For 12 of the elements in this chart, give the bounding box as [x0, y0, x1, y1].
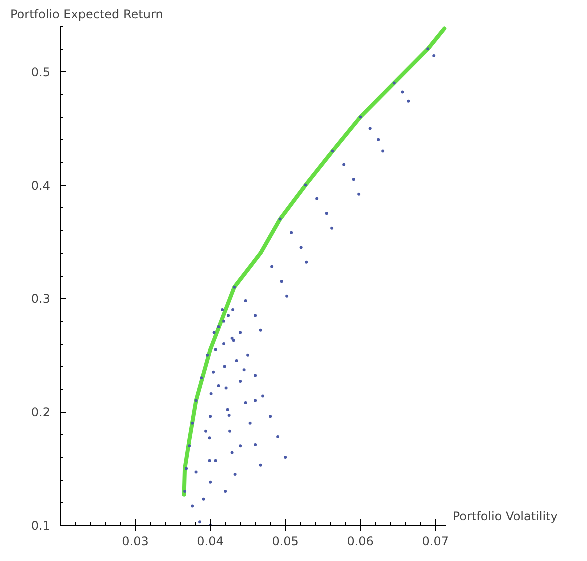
x-tick-label: 0.07 — [422, 534, 449, 548]
x-tick-label: 0.06 — [347, 534, 374, 548]
y-tick-label: 0.3 — [31, 292, 51, 306]
y-tick-label: 0.5 — [31, 65, 51, 80]
x-axis-title: Portfolio Volatility — [452, 510, 558, 524]
y-tick-label: 0.2 — [31, 406, 51, 420]
y-tick-label: 0.1 — [31, 519, 51, 533]
x-tick-label: 0.05 — [272, 534, 299, 548]
x-tick-label: 0.04 — [197, 534, 224, 548]
y-tick-label: 0.4 — [31, 178, 51, 193]
x-tick-label: 0.03 — [122, 534, 149, 548]
y-axis-title: Portfolio Expected Return — [10, 8, 164, 22]
